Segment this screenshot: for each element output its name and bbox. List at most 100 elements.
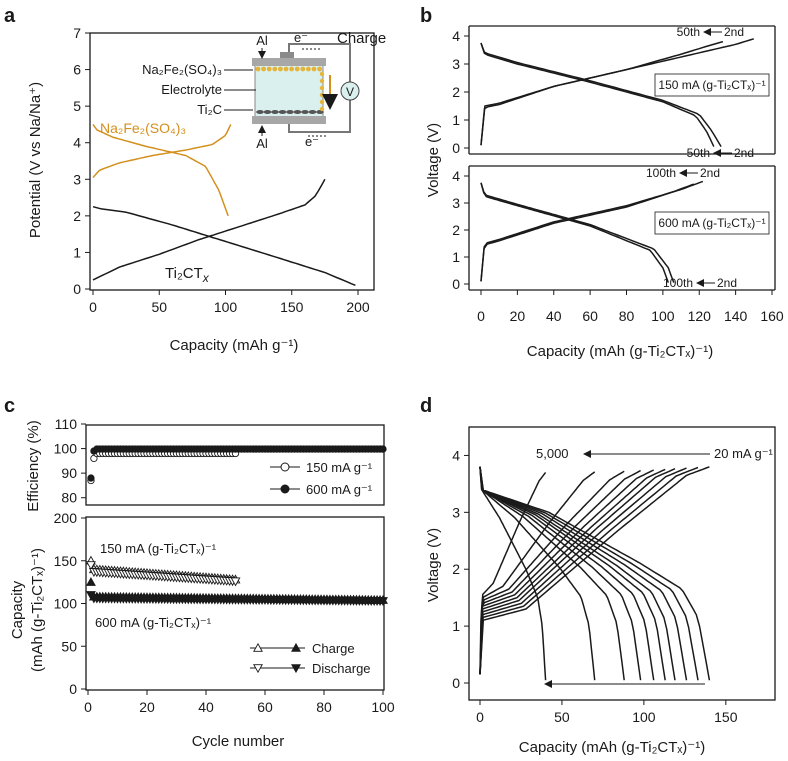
panel-c: 80 90 100 110 Efficiency (%) 150 mA g⁻¹ 600 mA…	[9, 416, 395, 750]
cell-cap	[280, 52, 294, 58]
efficiency-point-1	[87, 474, 95, 482]
sodium-ion	[319, 99, 325, 105]
anode-flake	[278, 110, 287, 114]
y-tick-label-c-top: 90	[61, 465, 77, 481]
y-tick-label-b: 0	[452, 276, 460, 292]
capacity-point-1	[85, 561, 96, 571]
x-tick-label-b: 120	[688, 308, 712, 324]
series-line-b1-2	[480, 182, 675, 283]
y-tick-label-a: 0	[73, 281, 81, 297]
electron-top-label: e⁻	[294, 30, 308, 45]
x-axis-label-c: Cycle number	[192, 733, 285, 750]
capacity-ylabel-1: Capacity	[9, 580, 26, 639]
cathode-particle	[266, 66, 272, 72]
legend-marker-open-c	[253, 642, 263, 652]
anode-label: Ti₂C	[197, 102, 222, 117]
series-line-b0-3	[480, 42, 715, 147]
x-tick-label-b: 100	[651, 308, 675, 324]
charge-label-second-b1: 2nd	[700, 166, 720, 180]
cathode-particle	[272, 66, 278, 72]
rate-label-c-600: 600 mA (g-Ti₂CTₓ)⁻¹	[95, 615, 212, 630]
cathode-particle	[311, 66, 317, 72]
x-tick-label-a: 200	[346, 299, 370, 315]
capacity-point-1	[230, 577, 241, 587]
efficiency-frame	[85, 424, 385, 506]
rate-label-b0: 150 mA (g-Ti₂CTₓ)⁻¹	[658, 78, 765, 92]
y-tick-label-c-bottom: 100	[54, 596, 78, 612]
x-axis-label-a: Capacity (mAh g⁻¹)	[170, 337, 299, 354]
discharge-curve-d-4	[479, 466, 655, 681]
cathode-particle	[289, 66, 294, 72]
discharge-curve-d-2	[479, 466, 625, 681]
cathode-particle	[294, 66, 300, 72]
x-tick-label-c: 100	[371, 699, 395, 715]
y-tick-label-b: 2	[452, 84, 460, 100]
rate-label-b1: 600 mA (g-Ti₂CTₓ)⁻¹	[658, 216, 765, 230]
charge-curve-d-2	[479, 470, 625, 675]
sodium-ion	[319, 85, 325, 91]
discharge-curve-d-5	[479, 466, 666, 681]
rate-high-label-d: 5,000	[536, 446, 569, 461]
y-tick-label-a: 4	[73, 135, 81, 151]
y-tick-label-d: 0	[452, 675, 460, 691]
charge-curve-d-6	[479, 468, 676, 675]
plot-frame-a	[89, 32, 375, 291]
y-tick-label-a: 5	[73, 98, 81, 114]
cathode-current-collector	[252, 58, 326, 66]
rate-low-label-d: 20 mA g⁻¹	[714, 446, 774, 461]
anode-current-collector	[252, 116, 326, 124]
legend-label-c-bottom: Discharge	[312, 661, 371, 676]
al-top-label: Al	[256, 33, 268, 48]
anode-flake	[286, 110, 294, 114]
legend-marker-c-top	[280, 484, 290, 494]
capacity-point-3	[378, 597, 388, 607]
external-circuit	[288, 43, 351, 133]
y-tick-label-c-bottom: 150	[54, 553, 78, 569]
sodium-ion	[319, 78, 325, 84]
x-tick-label-d: 100	[632, 709, 656, 725]
cathode-particle	[255, 66, 261, 72]
panel-label-a: a	[4, 5, 16, 27]
y-tick-label-b: 4	[452, 28, 460, 44]
x-tick-label-b: 20	[510, 308, 526, 324]
efficiency-ylabel: Efficiency (%)	[25, 420, 42, 511]
y-tick-label-c-top: 110	[55, 416, 78, 432]
y-tick-label-d: 4	[452, 447, 460, 463]
sodium-ion	[319, 71, 325, 77]
discharge-curve-d-6	[479, 466, 676, 681]
discharge-label-first-b1: 100th	[663, 276, 693, 290]
y-tick-label-b: 4	[452, 168, 460, 184]
legend-marker-open-c	[253, 664, 263, 674]
y-tick-label-b: 0	[452, 140, 460, 156]
discharge-curve-d-1	[479, 466, 596, 681]
series-line-b1-3	[480, 182, 670, 283]
y-tick-label-d: 2	[452, 561, 460, 577]
y-tick-label-c-top: 80	[61, 490, 77, 506]
series-line-a-3	[92, 123, 229, 217]
cathode-particle	[300, 66, 306, 72]
x-tick-label-c: 0	[84, 699, 92, 715]
y-tick-label-d: 3	[452, 504, 460, 520]
series-line-a-0	[92, 178, 326, 281]
al-bottom-label: Al	[256, 136, 268, 151]
discharge-curve-d-8	[479, 466, 699, 681]
charge-curve-d-0	[479, 472, 547, 675]
x-tick-label-a: 50	[151, 299, 167, 315]
cathode-label: Na₂Fe₂(SO₄)₃	[142, 62, 222, 77]
efficiency-point-1	[379, 445, 387, 453]
cathode-particle	[278, 66, 283, 72]
rate-box-b1	[654, 211, 770, 235]
discharge-label-second-b0: 2nd	[734, 146, 754, 160]
charge-curve-d-8	[479, 466, 699, 675]
plot-frame-d	[468, 426, 776, 701]
battery-inset: V Al Al e⁻ Charge e⁻ Na₂Fe₂(SO₄)₃ Electrolyte Ti…	[142, 30, 386, 151]
x-tick-label-d: 0	[476, 709, 484, 725]
panel-label-b: b	[420, 5, 432, 27]
charge-label-second-b0: 2nd	[724, 25, 744, 39]
charge-label-first-b1: 100th	[646, 166, 676, 180]
y-tick-label-a: 3	[73, 171, 81, 187]
voltmeter-label: V	[346, 85, 354, 99]
cathode-particle	[283, 66, 289, 72]
charge-label: Charge	[337, 30, 386, 47]
